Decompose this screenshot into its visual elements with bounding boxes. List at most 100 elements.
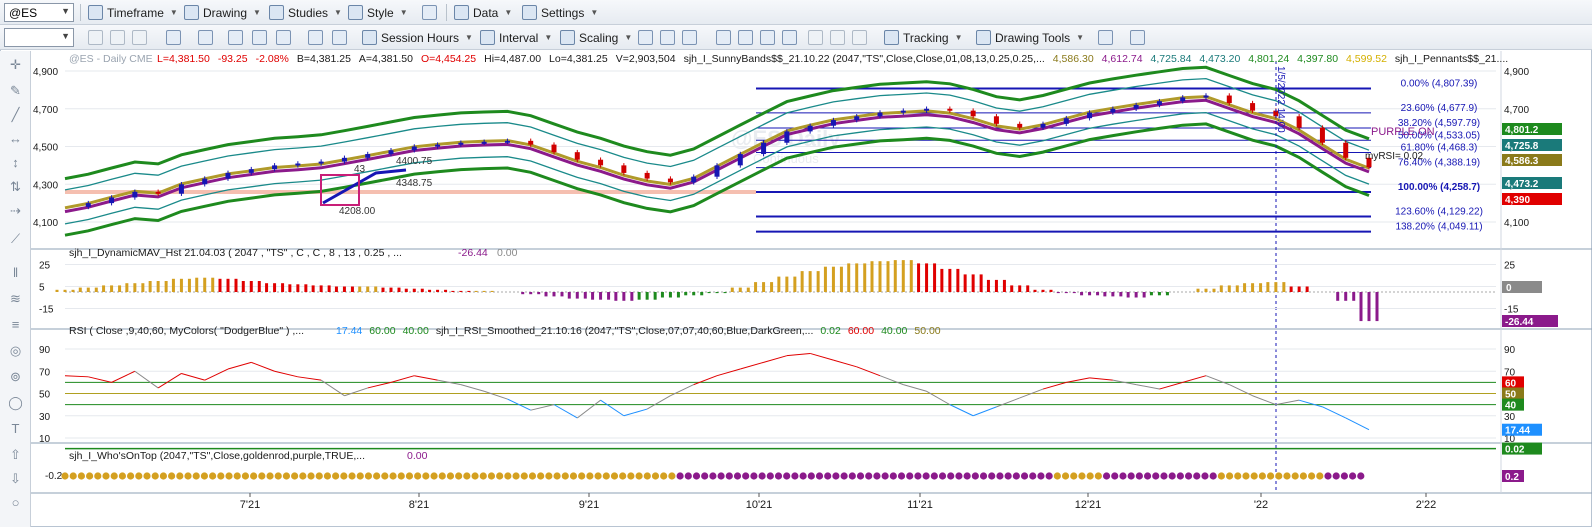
arrow-down-icon[interactable]: ⇩ (10, 471, 21, 486)
data-button[interactable]: Data ▼ (454, 3, 512, 22)
price-header-value: -2.08% (256, 53, 289, 65)
who-dot (996, 472, 1004, 480)
who-dot (135, 472, 143, 480)
rsi-segment (996, 397, 1020, 408)
tracking-button[interactable]: Tracking ▼ (884, 28, 963, 47)
drawing-tools-button[interactable]: Drawing Tools ▼ (976, 28, 1084, 47)
rsi-segment (1159, 381, 1183, 390)
style-icon (348, 5, 363, 20)
compass-icon[interactable] (198, 30, 213, 45)
who-dot (307, 472, 315, 480)
arrow-up-icon[interactable]: ⇧ (10, 447, 21, 462)
interval-input[interactable]: ▼ (4, 28, 74, 47)
zoom-out-icon[interactable] (830, 30, 845, 45)
pencil-icon[interactable]: ✎ (10, 83, 21, 98)
who-dot (824, 472, 832, 480)
drawing-button[interactable]: Drawing ▼ (184, 3, 261, 22)
who-dot (1119, 472, 1127, 480)
style-button[interactable]: Style ▼ (348, 3, 408, 22)
timeframe-button[interactable]: Timeframe ▼ (88, 3, 178, 22)
list-icon[interactable] (782, 30, 797, 45)
who-dot (766, 472, 774, 480)
candle-body (900, 110, 906, 113)
channel-icon[interactable]: ⇅ (10, 179, 21, 194)
reload-icon[interactable] (110, 30, 125, 45)
arrow-icon[interactable]: ⇢ (10, 203, 21, 218)
mav-y-tick-left: 25 (39, 261, 51, 272)
chevron-down-icon[interactable]: ▼ (61, 6, 70, 16)
zoom-icon[interactable] (166, 30, 181, 45)
histogram-icon[interactable] (760, 30, 775, 45)
mav-y-tick-left: 5 (39, 283, 45, 294)
who-dot (176, 472, 184, 480)
candles-icon[interactable] (638, 30, 653, 45)
fib-icon[interactable]: ≡ (11, 317, 20, 332)
ellipse-icon[interactable]: ◯ (8, 395, 23, 410)
indicator-icon[interactable] (1130, 30, 1145, 45)
price-header-value: B=4,381.25 (297, 53, 351, 65)
who-dot (438, 472, 446, 480)
session-hours-button[interactable]: Session Hours ▼ (362, 28, 473, 47)
color-icon[interactable] (332, 30, 347, 45)
candle-body (574, 152, 580, 160)
who-dot (168, 472, 176, 480)
cycle-icon[interactable]: ◎ (9, 343, 22, 358)
chart-tool-icon[interactable] (252, 30, 267, 45)
price-header-value: 4,586.30 (1053, 53, 1094, 65)
columns-icon[interactable] (716, 30, 731, 45)
interval-button[interactable]: Interval ▼ (480, 28, 552, 47)
zoom-in-icon[interactable] (808, 30, 823, 45)
gann-icon[interactable]: ≋ (10, 291, 21, 306)
trend-icon[interactable] (1098, 30, 1113, 45)
circle-icon[interactable]: ○ (11, 495, 20, 510)
refresh-icon[interactable] (88, 30, 103, 45)
cursor-icon[interactable]: ✛ (10, 57, 21, 72)
interval-icon (480, 30, 495, 45)
grid-icon[interactable] (132, 30, 147, 45)
spiral-icon[interactable]: ⊚ (10, 369, 21, 384)
bars-icon[interactable] (660, 30, 675, 45)
pennant-shape (322, 168, 407, 205)
settings-button[interactable]: Settings ▼ (522, 3, 598, 22)
rsi-segment (251, 361, 275, 372)
who-dot (1299, 472, 1307, 480)
ray-icon[interactable]: ⟋ (10, 231, 21, 246)
toolbar-divider (80, 4, 81, 21)
rsi-y-tick-right: 30 (1504, 412, 1516, 423)
fib-label: 61.80% (4,468.3) (1401, 142, 1478, 153)
candle-body (1250, 103, 1256, 111)
expand-icon[interactable] (852, 30, 867, 45)
left-tool-strip: ✛ ✎ ╱ ↔ ↕ ⇅ ⇢ ⟋ ‖ ≋ ≡ ◎ ⊚ ◯ T ⇧ ⇩ ○ (0, 51, 31, 527)
who-dot (299, 472, 307, 480)
who-dot (520, 472, 528, 480)
who-dot (815, 472, 824, 480)
trendline-icon[interactable]: ╱ (11, 107, 20, 122)
symbol-input[interactable]: @ES ▼ (4, 3, 74, 22)
vertical-line-icon[interactable]: ↕ (12, 155, 19, 170)
bars-alt-icon[interactable] (738, 30, 753, 45)
rsi-value-tag-text: 40 (1505, 401, 1517, 412)
who-dot (651, 472, 660, 480)
rsi-value-tag-text: 50 (1505, 390, 1517, 401)
who-dot (1168, 472, 1176, 480)
horizontal-line-icon[interactable]: ↔ (9, 131, 22, 146)
rsi-segment (274, 370, 298, 378)
who-dot (692, 472, 701, 480)
who-dot (504, 472, 512, 480)
wave-tool-icon[interactable] (276, 30, 291, 45)
scaling-button[interactable]: Scaling ▼ (560, 28, 632, 47)
pause-bars-icon[interactable]: ‖ (12, 265, 19, 280)
who-dot (258, 472, 266, 480)
who-dot (86, 472, 94, 480)
chart-area[interactable]: 4,9004,9004,7004,7004,5004,5004,3004,300… (31, 51, 1592, 527)
network-icon[interactable] (308, 30, 323, 45)
line-tool-icon[interactable] (228, 30, 243, 45)
text-icon[interactable]: T (11, 421, 20, 436)
studies-button[interactable]: Studies ▼ (269, 3, 342, 22)
rsi-y-tick-left: 70 (39, 367, 51, 378)
ohlc-icon[interactable] (682, 30, 697, 45)
who-dot (1045, 472, 1053, 480)
who-dot (1324, 472, 1332, 480)
layout-icon[interactable] (422, 5, 437, 20)
chevron-down-icon[interactable]: ▼ (61, 31, 70, 41)
